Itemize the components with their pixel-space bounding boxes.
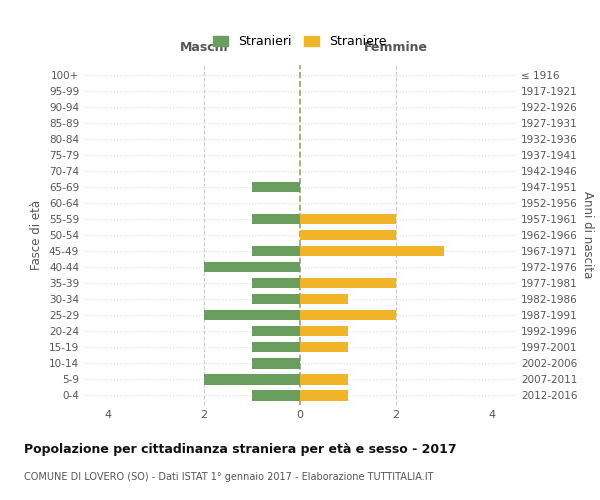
Bar <box>252 358 300 368</box>
Legend: Stranieri, Straniere: Stranieri, Straniere <box>208 30 392 54</box>
Bar <box>204 262 300 272</box>
Text: Popolazione per cittadinanza straniera per età e sesso - 2017: Popolazione per cittadinanza straniera p… <box>24 442 457 456</box>
Bar <box>300 326 348 336</box>
Bar <box>252 342 300 352</box>
Bar <box>300 214 396 224</box>
Bar <box>252 278 300 288</box>
Bar <box>252 182 300 192</box>
Bar <box>300 390 348 400</box>
Bar <box>300 230 396 240</box>
Text: COMUNE DI LOVERO (SO) - Dati ISTAT 1° gennaio 2017 - Elaborazione TUTTITALIA.IT: COMUNE DI LOVERO (SO) - Dati ISTAT 1° ge… <box>24 472 433 482</box>
Bar <box>252 246 300 256</box>
Text: Femmine: Femmine <box>364 41 428 54</box>
Bar <box>252 390 300 400</box>
Bar <box>204 374 300 384</box>
Bar <box>252 326 300 336</box>
Bar <box>252 294 300 304</box>
Bar <box>300 374 348 384</box>
Y-axis label: Anni di nascita: Anni di nascita <box>581 192 594 278</box>
Text: Maschi: Maschi <box>179 41 229 54</box>
Bar <box>300 310 396 320</box>
Bar <box>300 294 348 304</box>
Bar <box>300 278 396 288</box>
Bar <box>204 310 300 320</box>
Bar <box>300 246 444 256</box>
Bar <box>252 214 300 224</box>
Y-axis label: Fasce di età: Fasce di età <box>31 200 43 270</box>
Bar <box>300 342 348 352</box>
